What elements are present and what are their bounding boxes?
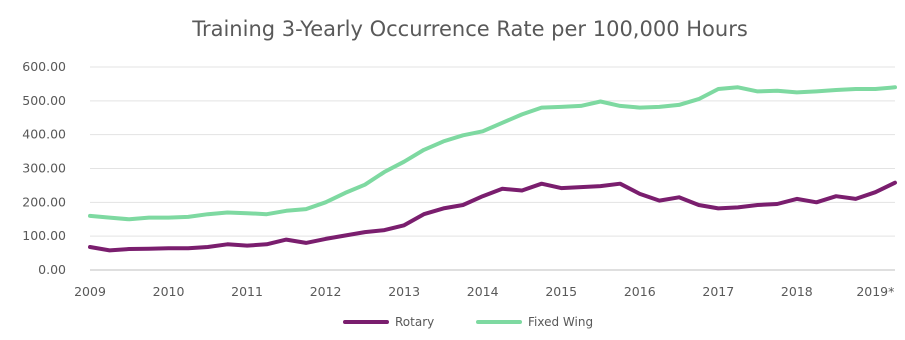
y-tick-label: 300.00 bbox=[22, 161, 66, 176]
x-tick-label: 2009 bbox=[74, 284, 106, 299]
x-tick-label: 2014 bbox=[467, 284, 499, 299]
x-tick-label: 2018 bbox=[781, 284, 813, 299]
legend-label-rotary: Rotary bbox=[395, 315, 434, 329]
legend-label-fixed-wing: Fixed Wing bbox=[528, 315, 593, 329]
series-lines bbox=[88, 85, 897, 253]
x-tick-label: 2011 bbox=[231, 284, 263, 299]
x-axis: 2009 2010 2011 2012 2013 2014 2015 2016 2017 2018… bbox=[74, 284, 894, 299]
x-tick-label: 2012 bbox=[310, 284, 342, 299]
chart-title: Training 3-Yearly Occurrence Rate per 10… bbox=[191, 17, 748, 41]
y-tick-label: 500.00 bbox=[22, 93, 66, 108]
y-tick-label: 400.00 bbox=[22, 127, 66, 142]
y-tick-label: 0.00 bbox=[38, 262, 66, 277]
x-tick-label: 2017 bbox=[702, 284, 734, 299]
y-axis: 0.00 100.00 200.00 300.00 400.00 500.00 600.00 bbox=[22, 59, 66, 277]
y-tick-label: 200.00 bbox=[22, 194, 66, 209]
legend: Rotary Fixed Wing bbox=[343, 315, 593, 329]
gridlines bbox=[90, 66, 895, 271]
series-line-fixed-wing bbox=[88, 85, 897, 222]
y-tick-label: 100.00 bbox=[22, 228, 66, 243]
x-tick-label: 2016 bbox=[624, 284, 656, 299]
x-tick-label: 2019* bbox=[856, 284, 894, 299]
x-tick-label: 2013 bbox=[388, 284, 420, 299]
y-tick-label: 600.00 bbox=[22, 59, 66, 74]
x-tick-label: 2015 bbox=[545, 284, 577, 299]
series-line-rotary bbox=[88, 180, 897, 253]
x-tick-label: 2010 bbox=[153, 284, 185, 299]
